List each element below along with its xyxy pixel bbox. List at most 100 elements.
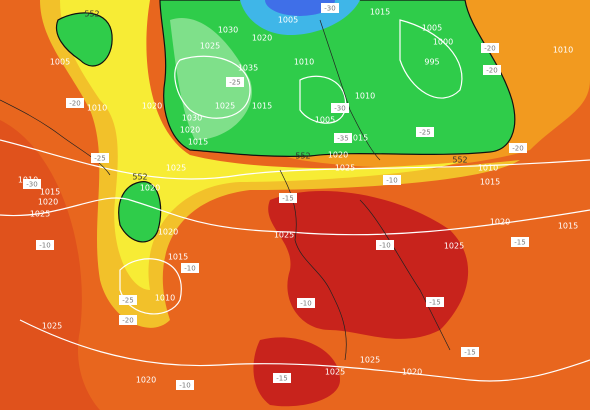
isobar: [19, 319, 590, 382]
isobar-label: 1020: [180, 126, 200, 135]
label-box: [176, 380, 194, 390]
isobar-label: 1005: [315, 116, 335, 125]
label-box: [273, 373, 291, 383]
temperature-label: -20: [122, 317, 133, 325]
temperature-label: -15: [514, 239, 525, 247]
temperature-label: -30: [26, 181, 37, 189]
isobar-label: 1030: [218, 26, 238, 35]
isobar-label: 1010: [294, 58, 314, 67]
isobar: [119, 258, 182, 315]
isobar: [399, 19, 463, 99]
isobar-label: 1020: [252, 34, 272, 43]
isobar-label: 1020: [136, 376, 156, 385]
label-box: [426, 297, 444, 307]
label-box: [383, 175, 401, 185]
isobar-label: 552: [452, 156, 467, 165]
label-box: [376, 240, 394, 250]
temperature-label: -25: [122, 297, 133, 305]
isobar-label: 1020: [490, 218, 510, 227]
temperature-label: -20: [484, 45, 495, 53]
isobar-label: 1015: [40, 188, 60, 197]
region-red: [268, 191, 469, 339]
temperature-label: -25: [229, 79, 240, 87]
label-box: [23, 179, 41, 189]
isobar-label: 552: [84, 10, 99, 19]
temperature-label: -15: [464, 349, 475, 357]
isobar: [0, 197, 590, 236]
isobar-label: 1015: [168, 253, 188, 262]
temperature-label: -10: [379, 242, 390, 250]
isobar-label: 995: [424, 58, 439, 67]
label-box: [226, 77, 244, 87]
isobar-label: 1025: [42, 322, 62, 331]
isobar-label: 1010: [155, 294, 175, 303]
temperature-label: -20: [69, 100, 80, 108]
isobar-label: 1010: [87, 104, 107, 113]
isobar-label: 1010: [553, 46, 573, 55]
isobar-label: 1015: [558, 222, 578, 231]
label-box: [119, 315, 137, 325]
temperature-label: -15: [429, 299, 440, 307]
coastline: [319, 19, 381, 161]
isobar-label-group: 1005 1010 1020 1025 1030 1020 1035 1025 …: [18, 8, 578, 385]
isobar-label: 1015: [252, 102, 272, 111]
region-green: [159, 0, 516, 157]
isobar-label: 1005: [278, 16, 298, 25]
isobar-label: 1020: [158, 228, 178, 237]
temperature-label-group: -20 -25 -30 -10 -25 -20 -10 -15 -10 -10 -15 -15 -10 -…: [23, 3, 529, 390]
label-box: [279, 193, 297, 203]
isobar-label: 1010: [355, 92, 375, 101]
label-box: [331, 103, 349, 113]
label-box: [119, 295, 137, 305]
isobar-label: 1025: [325, 368, 345, 377]
isobar-label: 1025: [274, 231, 294, 240]
region-yellow-orange: [40, 0, 520, 328]
isobar-label: 1025: [30, 210, 50, 219]
isobar-label: 1015: [348, 134, 368, 143]
region-blue: [265, 0, 335, 16]
label-box: [509, 143, 527, 153]
label-box: [416, 127, 434, 137]
coastline: [359, 199, 451, 351]
temperature-label: -30: [324, 5, 335, 13]
region-green-west: [56, 12, 113, 67]
isobar-label: 1005: [422, 24, 442, 33]
temperature-label: -10: [179, 382, 190, 390]
label-box: [461, 347, 479, 357]
isobar-label: 552: [132, 173, 147, 182]
isobars: [0, 19, 590, 382]
temperature-label: -20: [512, 145, 523, 153]
isobar-label: 1020: [402, 368, 422, 377]
isobar-label: 1020: [38, 198, 58, 207]
temperature-label: -15: [282, 195, 293, 203]
temperature-label: -10: [39, 242, 50, 250]
isobar-label: 1020: [328, 151, 348, 160]
label-box: [66, 98, 84, 108]
region-light-green: [170, 18, 252, 140]
label-box: [483, 65, 501, 75]
region-green-atlantic: [118, 181, 162, 243]
isobar-label: 1030: [182, 114, 202, 123]
isobar-label: 1000: [433, 38, 453, 47]
isobar-label: 1015: [188, 138, 208, 147]
isobar-label: 1005: [50, 58, 70, 67]
label-box: [511, 237, 529, 247]
temperature-label: -10: [386, 177, 397, 185]
isobar-label: 552: [295, 152, 310, 161]
isobar-label: 1025: [215, 102, 235, 111]
isobar-label: 1025: [335, 164, 355, 173]
label-box: [36, 240, 54, 250]
isobar-label: 1020: [142, 102, 162, 111]
isobar: [174, 55, 251, 119]
isobar-label: 1025: [360, 356, 380, 365]
label-box: [481, 43, 499, 53]
temperature-label: -25: [419, 129, 430, 137]
label-box: [91, 153, 109, 163]
temperature-label: -10: [300, 300, 311, 308]
temperature-label: -15: [276, 375, 287, 383]
label-box: [181, 263, 199, 273]
isobar-label: 1025: [166, 164, 186, 173]
temperature-label: -10: [184, 265, 195, 273]
isobar-label: 1025: [444, 242, 464, 251]
